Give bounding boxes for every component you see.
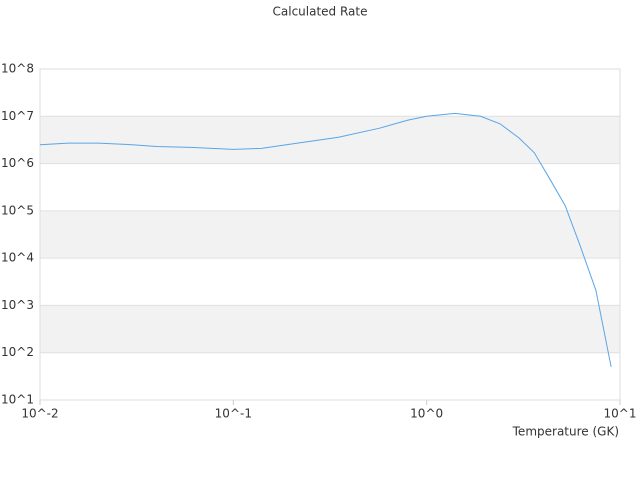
data-line [39, 112, 612, 368]
y-tick-label: 10^4 [1, 251, 34, 265]
y-tick-label: 10^1 [1, 393, 34, 407]
grid-band [40, 116, 620, 164]
y-tick-label: 10^6 [1, 156, 34, 170]
y-tick-label: 10^2 [1, 345, 34, 359]
y-tick-label: 10^7 [1, 109, 34, 123]
x-tick-label: 10^1 [604, 407, 637, 421]
x-tick-label: 10^-2 [21, 407, 58, 421]
y-tick-label: 10^5 [1, 203, 34, 217]
x-axis-label: Temperature (GK) [512, 425, 619, 439]
grid-band [40, 210, 620, 259]
bands [40, 116, 620, 353]
y-tick-label: 10^8 [1, 62, 34, 76]
x-tick-label: 10^-1 [215, 407, 252, 421]
plot-frame [39, 68, 621, 401]
chart-title: Calculated Rate [273, 5, 368, 19]
y-tick-label: 10^3 [1, 298, 34, 312]
x-tick-label: 10^0 [410, 407, 443, 421]
grid-band [40, 305, 620, 353]
